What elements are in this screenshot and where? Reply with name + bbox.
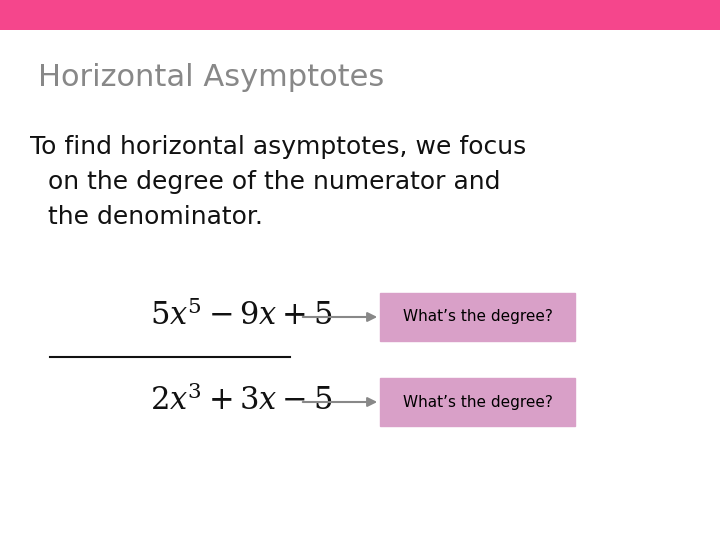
Text: Horizontal Asymptotes: Horizontal Asymptotes: [38, 64, 384, 92]
Text: What’s the degree?: What’s the degree?: [402, 309, 552, 325]
Text: $2x^3 + 3x - 5$: $2x^3 + 3x - 5$: [150, 384, 333, 416]
Text: the denominator.: the denominator.: [48, 205, 263, 229]
Text: $5x^5 - 9x + 5$: $5x^5 - 9x + 5$: [150, 299, 333, 331]
Text: on the degree of the numerator and: on the degree of the numerator and: [48, 170, 500, 194]
Text: To find horizontal asymptotes, we focus: To find horizontal asymptotes, we focus: [30, 135, 526, 159]
FancyBboxPatch shape: [0, 0, 720, 30]
Text: What’s the degree?: What’s the degree?: [402, 395, 552, 409]
FancyBboxPatch shape: [380, 378, 575, 426]
FancyBboxPatch shape: [380, 293, 575, 341]
